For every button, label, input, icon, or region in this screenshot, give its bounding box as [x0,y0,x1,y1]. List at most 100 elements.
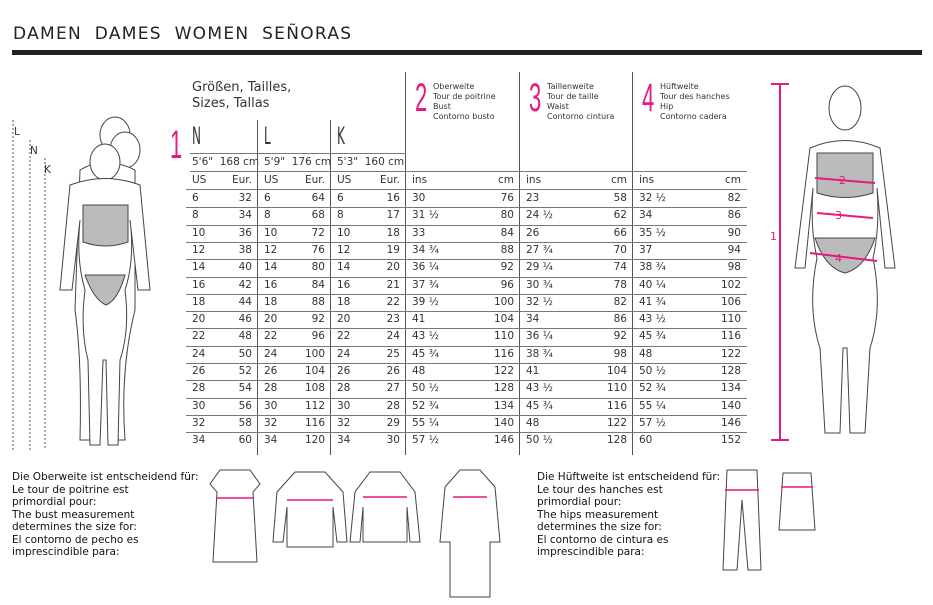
dress-icon [209,469,261,563]
table-cell: 29 [386,416,400,429]
note-line: determines the size for: [537,521,662,533]
row-divider [186,363,747,364]
column-header: Eur. [232,174,252,186]
note-line: El contorno de pecho es [12,533,139,546]
table-cell: 30 [337,399,351,412]
row-divider [186,328,747,330]
measurement-label: Waist [547,102,569,111]
column-header: ins [412,174,428,186]
table-cell: 32 ½ [639,192,666,204]
table-cell: 12 [264,243,278,256]
table-cell: 60 [639,434,653,447]
table-cell: 41 ¾ [639,295,666,308]
measure-label-2: 2 [839,174,846,187]
table-cell: 116 [720,330,741,343]
table-cell: 40 [238,261,252,274]
table-cell: 26 [386,365,400,377]
table-cell: 140 [720,399,741,412]
table-cell: 6 [337,192,344,204]
size-group-height: 5'9" 176 cm [264,156,332,168]
table-cell: 41 [526,365,540,377]
figure-label-l: L [14,126,20,138]
size-group-letter: N [192,122,201,150]
measurement-label: Contorno busto [433,112,495,121]
measurement-label: Bust [433,102,451,111]
table-cell: 35 ½ [639,226,666,239]
left-figures-illustration [12,116,151,450]
table-cell: 56 [238,399,252,412]
table-cell: 16 [386,192,400,204]
table-cell: 80 [311,261,325,274]
table-cell: 22 [386,295,400,308]
table-cell: 32 [337,416,351,429]
table-cell: 20 [264,313,278,326]
measurement-label: Tour de taille [547,92,599,101]
table-cell: 98 [727,261,741,274]
column-header: ins [639,174,655,186]
table-cell: 34 [526,313,540,326]
table-cell: 48 [238,330,252,343]
column-divider [330,120,331,455]
measurement-label: Contorno cadera [660,112,727,121]
table-cell: 30 [412,192,426,204]
table-cell: 24 [264,347,278,360]
sizes-heading: Größen, Tailles, Sizes, Tallas [192,80,291,112]
table-cell: 43 ½ [526,382,553,395]
row-divider [186,259,747,261]
table-cell: 57 ½ [412,434,439,447]
table-cell: 62 [613,209,627,222]
note-line: The bust measurement [12,508,135,521]
table-cell: 30 [264,399,278,412]
measurement-number: 3 [529,76,542,120]
table-cell: 28 [337,382,351,395]
page-title: DAMEN DAMES WOMEN SEÑORAS [13,24,353,44]
table-cell: 25 [386,347,400,360]
table-cell: 134 [493,399,514,412]
table-cell: 57 ½ [639,416,666,429]
table-cell: 96 [311,330,325,343]
table-cell: 68 [311,209,325,222]
table-cell: 14 [337,261,351,274]
table-cell: 34 [192,434,206,447]
note-line: Die Hüftweite ist entscheidend für: [537,471,721,483]
note-line: Le tour des hanches est [537,483,663,496]
hip-note: Die Hüftweite ist entscheidend für: Le t… [537,471,720,559]
column-header: Eur. [305,174,325,186]
table-cell: 32 [264,416,278,429]
table-cell: 45 ¾ [412,347,439,360]
table-cell: 44 [238,295,252,308]
table-cell: 98 [613,347,627,360]
column-header: US [192,174,207,186]
table-cell: 27 ¾ [526,243,553,256]
table-cell: 14 [192,261,206,274]
table-cell: 43 ½ [412,330,439,343]
table-cell: 28 [264,382,278,395]
table-cell: 36 ¼ [412,261,439,274]
table-cell: 22 [264,330,278,343]
trousers-icon [722,469,762,571]
hip-garments-illustration [722,469,816,571]
row-divider [186,380,747,382]
table-cell: 74 [613,261,627,274]
table-cell: 18 [337,295,351,308]
table-cell: 18 [192,295,206,308]
table-cell: 88 [500,243,514,256]
column-header: Eur. [380,174,400,186]
table-cell: 94 [727,243,741,256]
table-cell: 26 [526,226,540,239]
table-cell: 48 [639,347,653,360]
table-cell: 22 [192,330,206,343]
table-cell: 116 [304,416,325,429]
table-cell: 37 ¾ [412,278,439,291]
measurement-label: Tour des hanches [660,92,730,101]
table-cell: 30 [386,434,400,447]
figure-label-k: K [44,164,51,176]
column-header: cm [610,174,627,186]
table-cell: 20 [337,313,351,326]
table-cell: 30 [192,399,206,412]
table-cell: 38 ¾ [639,261,666,274]
coat-icon [439,469,501,598]
table-cell: 26 [264,365,278,377]
table-cell: 23 [526,192,540,204]
table-cell: 24 [386,330,400,343]
